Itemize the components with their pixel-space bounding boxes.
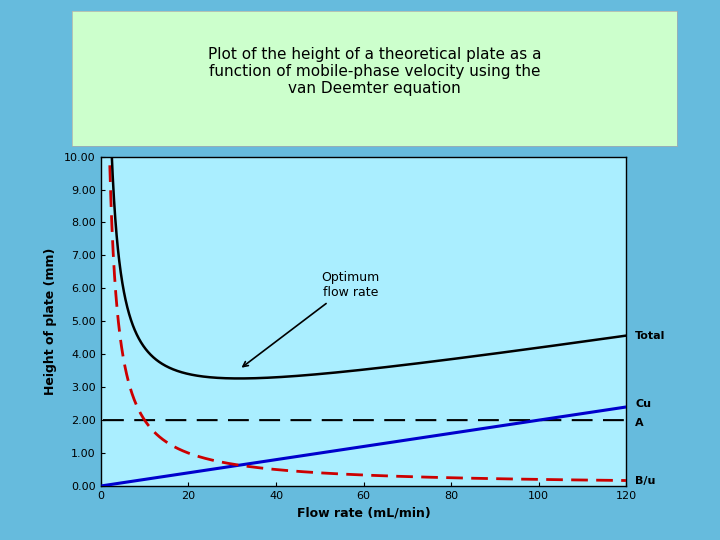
Text: Plot of the height of a theoretical plate as a
function of mobile-phase velocity: Plot of the height of a theoretical plat… bbox=[207, 46, 541, 97]
Text: Total: Total bbox=[635, 330, 665, 341]
Text: Optimum
flow rate: Optimum flow rate bbox=[243, 271, 379, 367]
Text: Cu: Cu bbox=[635, 399, 651, 409]
Y-axis label: Height of plate (mm): Height of plate (mm) bbox=[45, 248, 58, 395]
Text: A: A bbox=[635, 418, 644, 428]
Text: B/u: B/u bbox=[635, 476, 655, 485]
X-axis label: Flow rate (mL/min): Flow rate (mL/min) bbox=[297, 507, 431, 519]
